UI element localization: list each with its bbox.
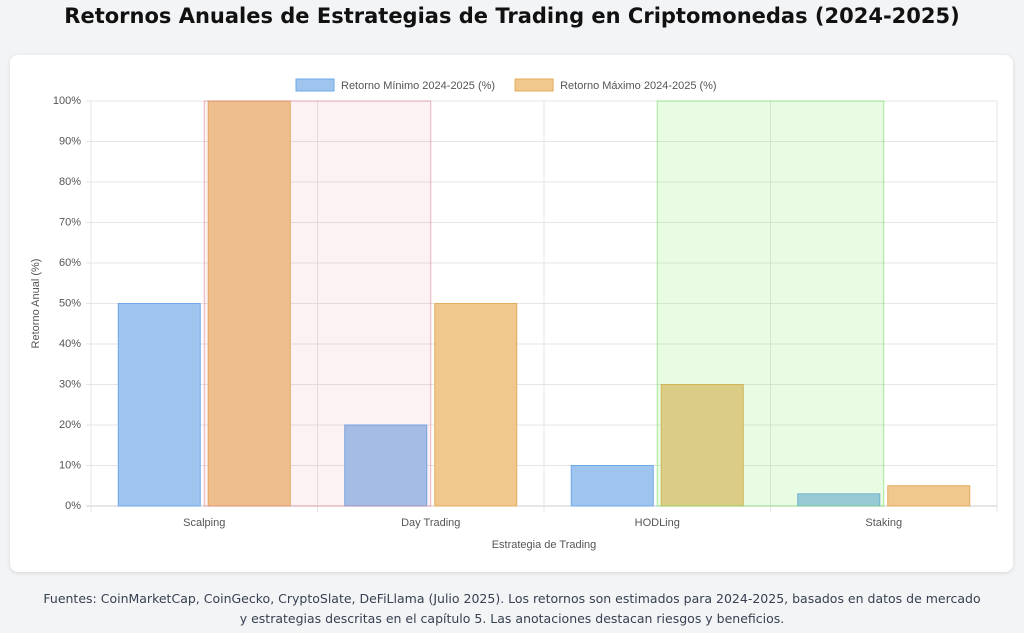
bar xyxy=(117,303,201,507)
y-tick-label: 90% xyxy=(59,135,81,147)
legend-label: Retorno Mínimo 2024-2025 (%) xyxy=(341,80,495,92)
x-tick-label: HODLing xyxy=(635,517,680,529)
bar xyxy=(887,485,971,507)
legend-label: Retorno Máximo 2024-2025 (%) xyxy=(560,80,717,92)
chart-title: Retornos Anuales de Estrategias de Tradi… xyxy=(64,4,960,28)
x-tick-label: Scalping xyxy=(183,517,225,529)
x-axis-title: Estrategia de Trading xyxy=(492,539,597,551)
y-tick-label: 10% xyxy=(59,459,81,471)
y-tick-label: 50% xyxy=(59,297,81,309)
bar xyxy=(207,100,291,507)
footer-note: Fuentes: CoinMarketCap, CoinGecko, Crypt… xyxy=(43,591,981,626)
x-tick-label: Day Trading xyxy=(401,517,460,529)
y-tick-label: 20% xyxy=(59,419,81,431)
y-tick-label: 0% xyxy=(65,500,81,512)
legend-swatch xyxy=(514,78,554,92)
annotation-box xyxy=(656,100,885,507)
y-tick-label: 80% xyxy=(59,176,81,188)
y-tick-label: 60% xyxy=(59,257,81,269)
y-tick-label: 100% xyxy=(53,95,81,107)
y-tick-label: 40% xyxy=(59,338,81,350)
y-axis-title: Retorno Anual (%) xyxy=(30,259,42,349)
annotation-box xyxy=(203,100,432,507)
bar xyxy=(570,465,654,507)
y-tick-label: 30% xyxy=(59,378,81,390)
y-tick-label: 70% xyxy=(59,216,81,228)
x-tick-label: Staking xyxy=(865,517,902,529)
legend-swatch xyxy=(295,78,335,92)
bar xyxy=(434,303,518,507)
